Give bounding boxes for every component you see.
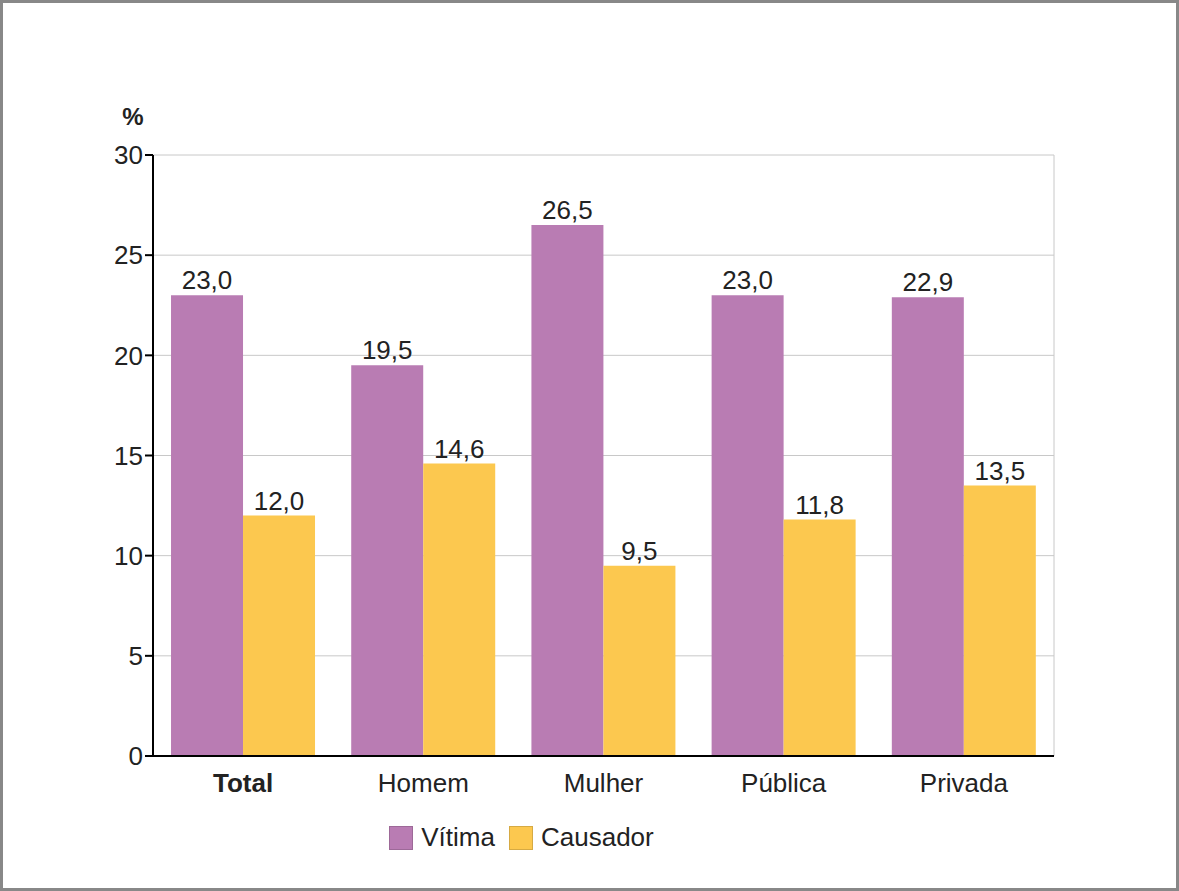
svg-text:Privada: Privada — [920, 768, 1009, 798]
svg-text:11,8: 11,8 — [795, 490, 844, 520]
svg-text:Mulher: Mulher — [564, 768, 644, 798]
svg-text:9,5: 9,5 — [621, 536, 657, 566]
svg-text:25: 25 — [114, 240, 143, 270]
svg-text:14,6: 14,6 — [434, 434, 485, 464]
svg-text:%: % — [122, 103, 143, 130]
svg-text:Total: Total — [213, 768, 273, 798]
svg-text:12,0: 12,0 — [254, 486, 305, 516]
html-text:Vítima: Vítima — [421, 822, 495, 852]
svg-text:26,5: 26,5 — [542, 195, 593, 225]
svg-text:Homem: Homem — [378, 768, 469, 798]
svg-text:23,0: 23,0 — [722, 265, 773, 295]
html-text:Causador: Causador — [541, 822, 654, 852]
svg-text:23,0: 23,0 — [182, 265, 233, 295]
svg-text:13,5: 13,5 — [975, 456, 1026, 486]
svg-text:20: 20 — [114, 341, 143, 371]
svg-text:22,9: 22,9 — [903, 267, 954, 297]
svg-text:5: 5 — [129, 641, 143, 671]
svg-text:19,5: 19,5 — [362, 335, 413, 365]
svg-text:0: 0 — [129, 741, 143, 771]
svg-text:15: 15 — [114, 441, 143, 471]
svg-text:Pública: Pública — [741, 768, 827, 798]
svg-text:30: 30 — [114, 140, 143, 170]
svg-text:10: 10 — [114, 541, 143, 571]
